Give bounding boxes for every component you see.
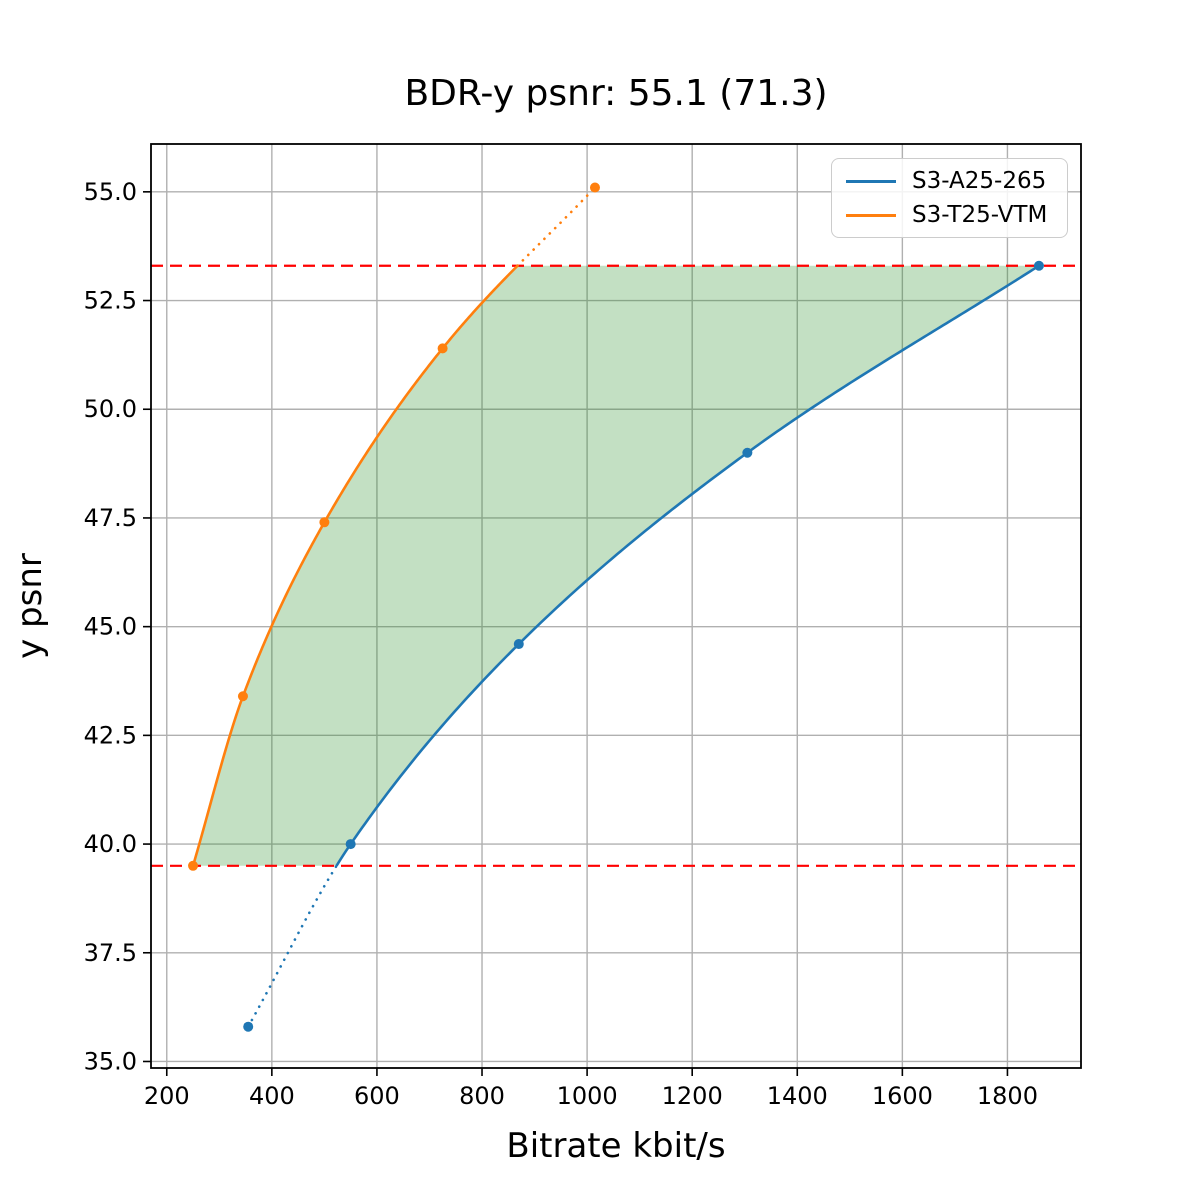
bd-shaded-region <box>193 265 1039 866</box>
y-tick-label: 45.0 <box>84 613 137 641</box>
x-tick-label: 400 <box>249 1082 295 1110</box>
axes-spines <box>150 143 1082 1069</box>
y-tick-label: 47.5 <box>84 504 137 532</box>
legend-label: S3-T25-VTM <box>912 202 1048 228</box>
data-point-s3-t25-vtm <box>319 517 330 528</box>
legend: S3-A25-265 S3-T25-VTM <box>831 158 1069 238</box>
legend-label: S3-A25-265 <box>912 168 1047 194</box>
data-point-s3-t25-vtm <box>589 182 600 193</box>
y-tick-label: 50.0 <box>84 395 137 423</box>
y-tick-label: 35.0 <box>84 1047 137 1075</box>
x-tick-label: 800 <box>459 1082 505 1110</box>
series-line-s3-a25-265-dotted <box>246 864 338 1028</box>
chart-title: BDR-y psnr: 55.1 (71.3) <box>404 73 828 114</box>
x-tick-label: 1400 <box>767 1082 828 1110</box>
legend-item-s3-a25-265: S3-A25-265 <box>846 168 1047 194</box>
series-line-s3-a25-265 <box>335 264 1040 867</box>
x-tick-label: 1600 <box>872 1082 933 1110</box>
y-tick-label: 42.5 <box>84 721 137 749</box>
y-tick-label: 37.5 <box>84 939 137 967</box>
data-point-s3-t25-vtm <box>237 691 248 702</box>
legend-line-swatch-blue <box>846 179 896 183</box>
x-tick-label: 1200 <box>662 1082 723 1110</box>
series-line-s3-t25-vtm <box>191 264 519 867</box>
x-tick-label: 1800 <box>977 1082 1038 1110</box>
data-point-s3-a25-265 <box>1033 260 1044 271</box>
x-tick-label: 1000 <box>557 1082 618 1110</box>
x-axis-label: Bitrate kbit/s <box>506 1126 726 1166</box>
y-tick-label: 55.0 <box>84 178 137 206</box>
data-point-s3-t25-vtm <box>188 860 199 871</box>
y-tick-label: 40.0 <box>84 830 137 858</box>
data-point-s3-a25-265 <box>345 839 356 850</box>
data-point-s3-a25-265 <box>243 1021 254 1032</box>
series-line-s3-t25-vtm-dotted <box>516 186 597 268</box>
legend-line-swatch-orange <box>846 213 896 217</box>
x-tick-label: 200 <box>144 1082 190 1110</box>
x-tick-label: 600 <box>354 1082 400 1110</box>
data-point-s3-t25-vtm <box>437 343 448 354</box>
data-point-s3-a25-265 <box>742 447 753 458</box>
legend-item-s3-t25-vtm: S3-T25-VTM <box>846 202 1047 228</box>
data-point-s3-a25-265 <box>513 639 524 650</box>
y-tick-label: 52.5 <box>84 287 137 315</box>
